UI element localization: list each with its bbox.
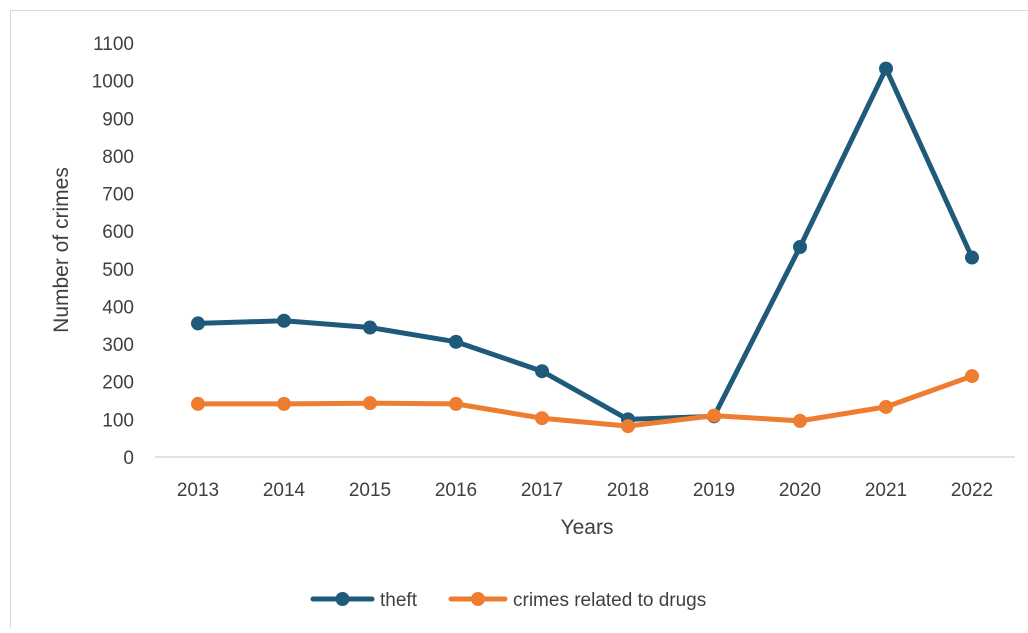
data-point-1-2015 bbox=[363, 396, 377, 411]
x-tick-label-2021: 2021 bbox=[865, 480, 907, 501]
legend-marker-drugs bbox=[471, 592, 485, 606]
x-tick-label-2019: 2019 bbox=[693, 480, 735, 501]
y-tick-label-800: 800 bbox=[102, 147, 134, 168]
legend-label-theft: theft bbox=[380, 590, 418, 611]
legend-item-theft: theft bbox=[310, 590, 418, 611]
series-line-0 bbox=[195, 66, 975, 422]
y-tick-label-0: 0 bbox=[123, 448, 134, 469]
legend-item-drugs: crimes related to drugs bbox=[448, 590, 706, 611]
data-point-1-2018 bbox=[621, 419, 635, 434]
legend-label-drugs: crimes related to drugs bbox=[513, 590, 706, 611]
x-axis-ticks: 2013 2014 2015 2016 2017 2018 2019 2020 2021 2022 bbox=[177, 480, 993, 501]
y-tick-label-500: 500 bbox=[102, 260, 134, 281]
data-point-0-2017 bbox=[535, 364, 549, 379]
data-point-0-2015 bbox=[363, 320, 377, 335]
data-point-0-2020 bbox=[793, 239, 807, 254]
data-point-0-2013 bbox=[191, 316, 205, 331]
data-point-0-2022 bbox=[965, 250, 979, 265]
x-tick-label-2022: 2022 bbox=[951, 480, 993, 501]
x-tick-label-2020: 2020 bbox=[779, 480, 821, 501]
y-tick-label-1000: 1000 bbox=[92, 72, 134, 93]
series-theft bbox=[191, 61, 979, 427]
series-layer bbox=[191, 61, 979, 434]
data-point-1-2022 bbox=[965, 369, 979, 384]
data-point-0-2021 bbox=[879, 61, 893, 76]
y-tick-label-100: 100 bbox=[102, 410, 134, 431]
y-tick-label-200: 200 bbox=[102, 373, 134, 394]
y-tick-label-400: 400 bbox=[102, 297, 134, 318]
y-axis-title: Number of crimes bbox=[50, 167, 73, 333]
x-tick-label-2016: 2016 bbox=[435, 480, 477, 501]
legend: theft crimes related to drugs bbox=[310, 590, 706, 611]
data-point-1-2019 bbox=[707, 408, 721, 423]
data-point-0-2014 bbox=[277, 313, 291, 328]
x-tick-label-2018: 2018 bbox=[607, 480, 649, 501]
data-point-0-2016 bbox=[449, 334, 463, 349]
data-point-1-2017 bbox=[535, 411, 549, 426]
data-point-1-2013 bbox=[191, 396, 205, 411]
legend-marker-theft bbox=[335, 592, 350, 606]
series-drugs bbox=[191, 369, 979, 434]
x-tick-label-2013: 2013 bbox=[177, 480, 219, 501]
x-tick-label-2015: 2015 bbox=[349, 480, 391, 501]
y-tick-label-700: 700 bbox=[102, 185, 134, 206]
x-tick-label-2014: 2014 bbox=[263, 480, 306, 501]
data-point-1-2021 bbox=[879, 399, 893, 414]
x-tick-label-2017: 2017 bbox=[521, 480, 563, 501]
x-axis-title: Years bbox=[561, 516, 614, 539]
y-tick-label-900: 900 bbox=[102, 109, 134, 130]
y-tick-label-300: 300 bbox=[102, 335, 134, 356]
series-line-1 bbox=[195, 373, 975, 429]
data-point-1-2020 bbox=[793, 413, 807, 428]
y-axis-ticks: 0 100 200 300 400 500 600 700 800 900 1000 1100 bbox=[92, 34, 134, 469]
y-tick-label-600: 600 bbox=[102, 222, 134, 243]
data-point-1-2016 bbox=[449, 396, 463, 411]
y-tick-label-1100: 1100 bbox=[93, 34, 134, 55]
data-point-1-2014 bbox=[277, 396, 291, 411]
